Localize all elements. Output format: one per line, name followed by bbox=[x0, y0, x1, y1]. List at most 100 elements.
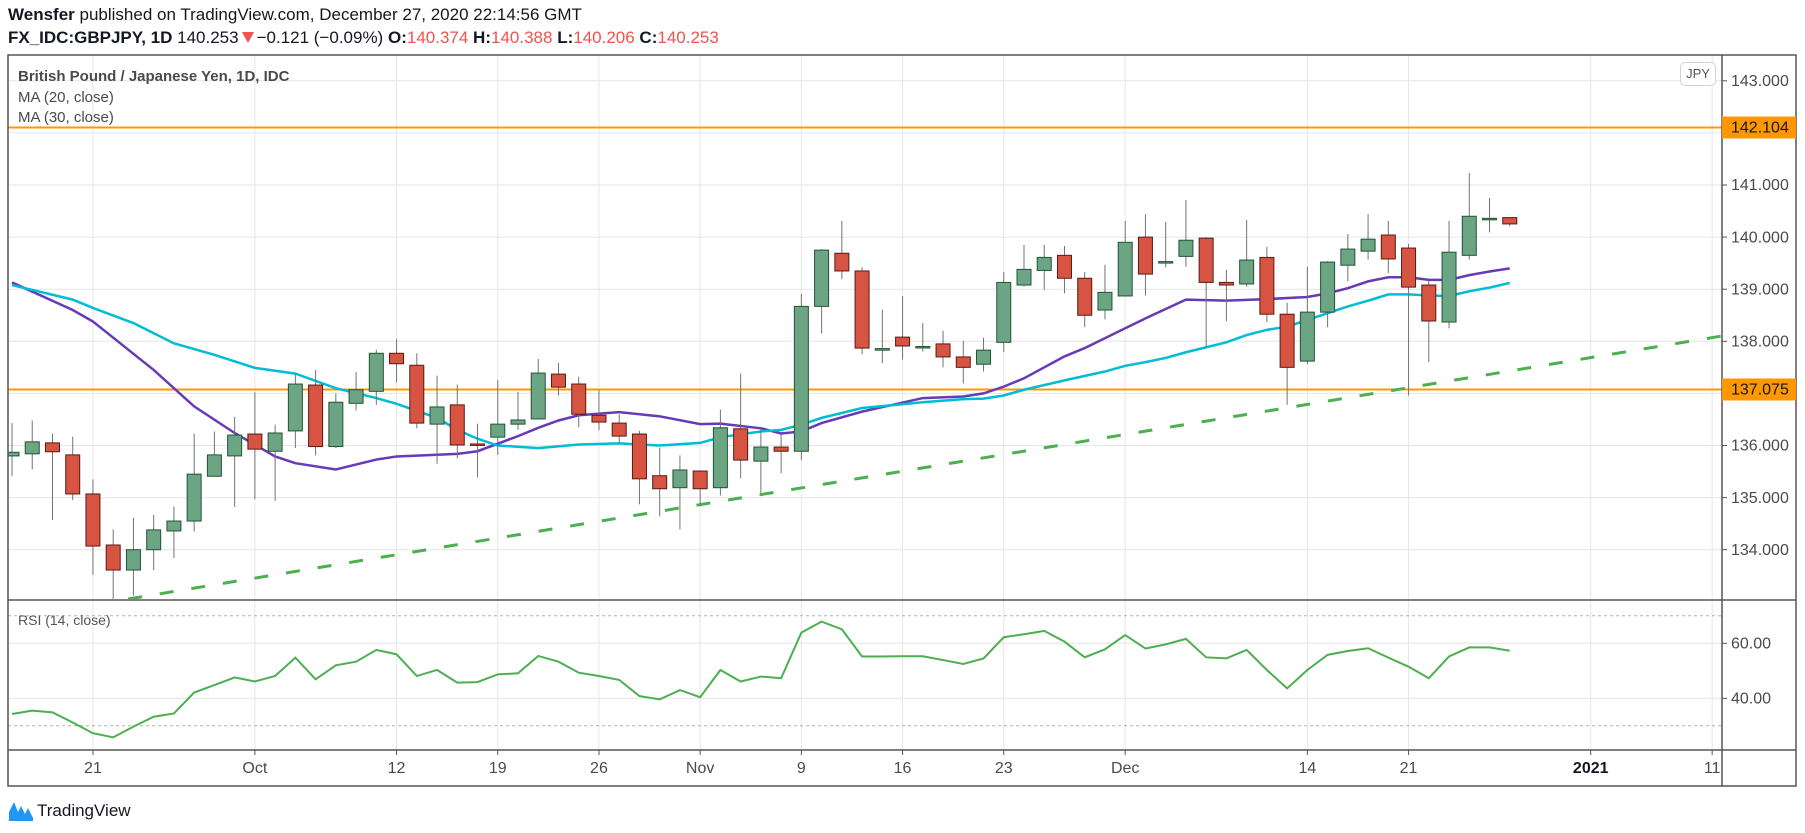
candle bbox=[429, 375, 445, 464]
candle bbox=[105, 529, 121, 599]
candle bbox=[368, 349, 384, 405]
candle bbox=[146, 514, 162, 571]
candle bbox=[1239, 219, 1255, 287]
legend-title: British Pound / Japanese Yen, 1D, IDC bbox=[18, 68, 290, 85]
candle-body bbox=[1279, 313, 1295, 368]
candle bbox=[328, 393, 344, 449]
legend-ma20[interactable]: MA (20, close) bbox=[18, 89, 114, 106]
time-tick-label: 21 bbox=[84, 760, 102, 777]
tradingview-logo[interactable]: TradingView bbox=[8, 800, 131, 822]
candle bbox=[470, 423, 486, 478]
candle-body bbox=[490, 423, 506, 438]
candle bbox=[1482, 198, 1498, 233]
branding-text: TradingView bbox=[37, 801, 131, 820]
candle bbox=[814, 249, 830, 334]
candle bbox=[996, 272, 1012, 352]
currency-badge[interactable]: JPY bbox=[1680, 62, 1716, 86]
candle-body bbox=[652, 475, 668, 490]
price-change: −0.121 (−0.09%) bbox=[256, 28, 384, 47]
price-pane bbox=[8, 126, 1722, 615]
candle bbox=[125, 517, 141, 596]
candle-body bbox=[753, 446, 769, 462]
legend-rsi[interactable]: RSI (14, close) bbox=[18, 612, 111, 628]
candle bbox=[672, 455, 688, 530]
candle bbox=[611, 414, 627, 443]
candle-body bbox=[1097, 291, 1113, 311]
candle bbox=[895, 295, 911, 360]
candle-body bbox=[449, 404, 465, 446]
candle bbox=[652, 447, 668, 517]
price-tick-label: 143.000 bbox=[1731, 73, 1789, 90]
candle bbox=[1137, 214, 1153, 296]
candle-body bbox=[935, 343, 951, 358]
candle bbox=[571, 376, 587, 428]
candle-body bbox=[1077, 277, 1093, 316]
candle bbox=[1178, 200, 1194, 267]
time-tick-label: 12 bbox=[388, 760, 406, 777]
candle-body bbox=[1198, 237, 1214, 283]
candle bbox=[510, 391, 526, 430]
candle bbox=[1198, 237, 1214, 348]
candle-body bbox=[65, 454, 81, 495]
published-text: published on TradingView.com, December 2… bbox=[79, 5, 582, 24]
high-value: 140.388 bbox=[491, 28, 553, 47]
close-label: C: bbox=[639, 28, 658, 47]
candle bbox=[976, 337, 992, 372]
time-tick-label: 11 bbox=[1704, 760, 1721, 777]
candle bbox=[793, 293, 809, 461]
candle-body bbox=[955, 356, 971, 368]
candle-body bbox=[247, 433, 263, 450]
candle bbox=[1016, 244, 1032, 287]
author-name[interactable]: Wensfer bbox=[8, 5, 75, 24]
candle bbox=[247, 392, 263, 500]
low-value: 140.206 bbox=[573, 28, 635, 47]
level-price-label-bg bbox=[1722, 116, 1796, 139]
candle-body bbox=[389, 352, 405, 365]
price-tick-label: 141.000 bbox=[1731, 177, 1789, 194]
candle-body bbox=[105, 544, 121, 571]
candle-body bbox=[1218, 281, 1234, 286]
candle bbox=[227, 416, 243, 507]
candle bbox=[591, 389, 607, 431]
candle-body bbox=[328, 401, 344, 448]
legend-ma30[interactable]: MA (30, close) bbox=[18, 109, 114, 126]
candle bbox=[1320, 261, 1336, 328]
candle-body bbox=[510, 419, 526, 425]
candle-body bbox=[146, 529, 162, 551]
time-tick-label: 21 bbox=[1400, 760, 1418, 777]
candle-body bbox=[429, 406, 445, 425]
candle bbox=[530, 359, 546, 420]
candle-body bbox=[571, 383, 587, 415]
candle-body bbox=[267, 432, 283, 452]
candle bbox=[1259, 246, 1275, 323]
down-triangle-icon bbox=[241, 32, 254, 43]
price-tick-label: 139.000 bbox=[1731, 281, 1789, 298]
candle bbox=[1360, 214, 1376, 260]
candle bbox=[65, 436, 81, 501]
candle-body bbox=[1259, 256, 1275, 315]
rsi-tick-label: 60.00 bbox=[1731, 636, 1771, 653]
candle-body bbox=[895, 336, 911, 347]
candle bbox=[267, 424, 283, 501]
candle-body bbox=[1239, 259, 1255, 285]
candle-body bbox=[1401, 247, 1417, 288]
trendline[interactable] bbox=[33, 334, 1722, 615]
candle bbox=[1077, 272, 1093, 328]
candle bbox=[1056, 245, 1072, 294]
rsi-line bbox=[11, 620, 1510, 739]
candle-body bbox=[368, 352, 384, 392]
level-price-label-bg bbox=[1722, 378, 1796, 401]
level-price-label: 142.104 bbox=[1731, 120, 1789, 137]
candle-body bbox=[1360, 238, 1376, 252]
candle-body bbox=[712, 427, 728, 489]
level-price-label: 137.075 bbox=[1731, 382, 1789, 399]
candle-body bbox=[874, 348, 890, 351]
price-tick-label: 136.000 bbox=[1731, 438, 1789, 455]
candle-body bbox=[631, 433, 647, 480]
time-tick-label: 16 bbox=[894, 760, 912, 777]
candle bbox=[550, 362, 566, 396]
candle bbox=[206, 431, 222, 477]
candle bbox=[631, 430, 647, 505]
candle-body bbox=[1178, 239, 1194, 257]
